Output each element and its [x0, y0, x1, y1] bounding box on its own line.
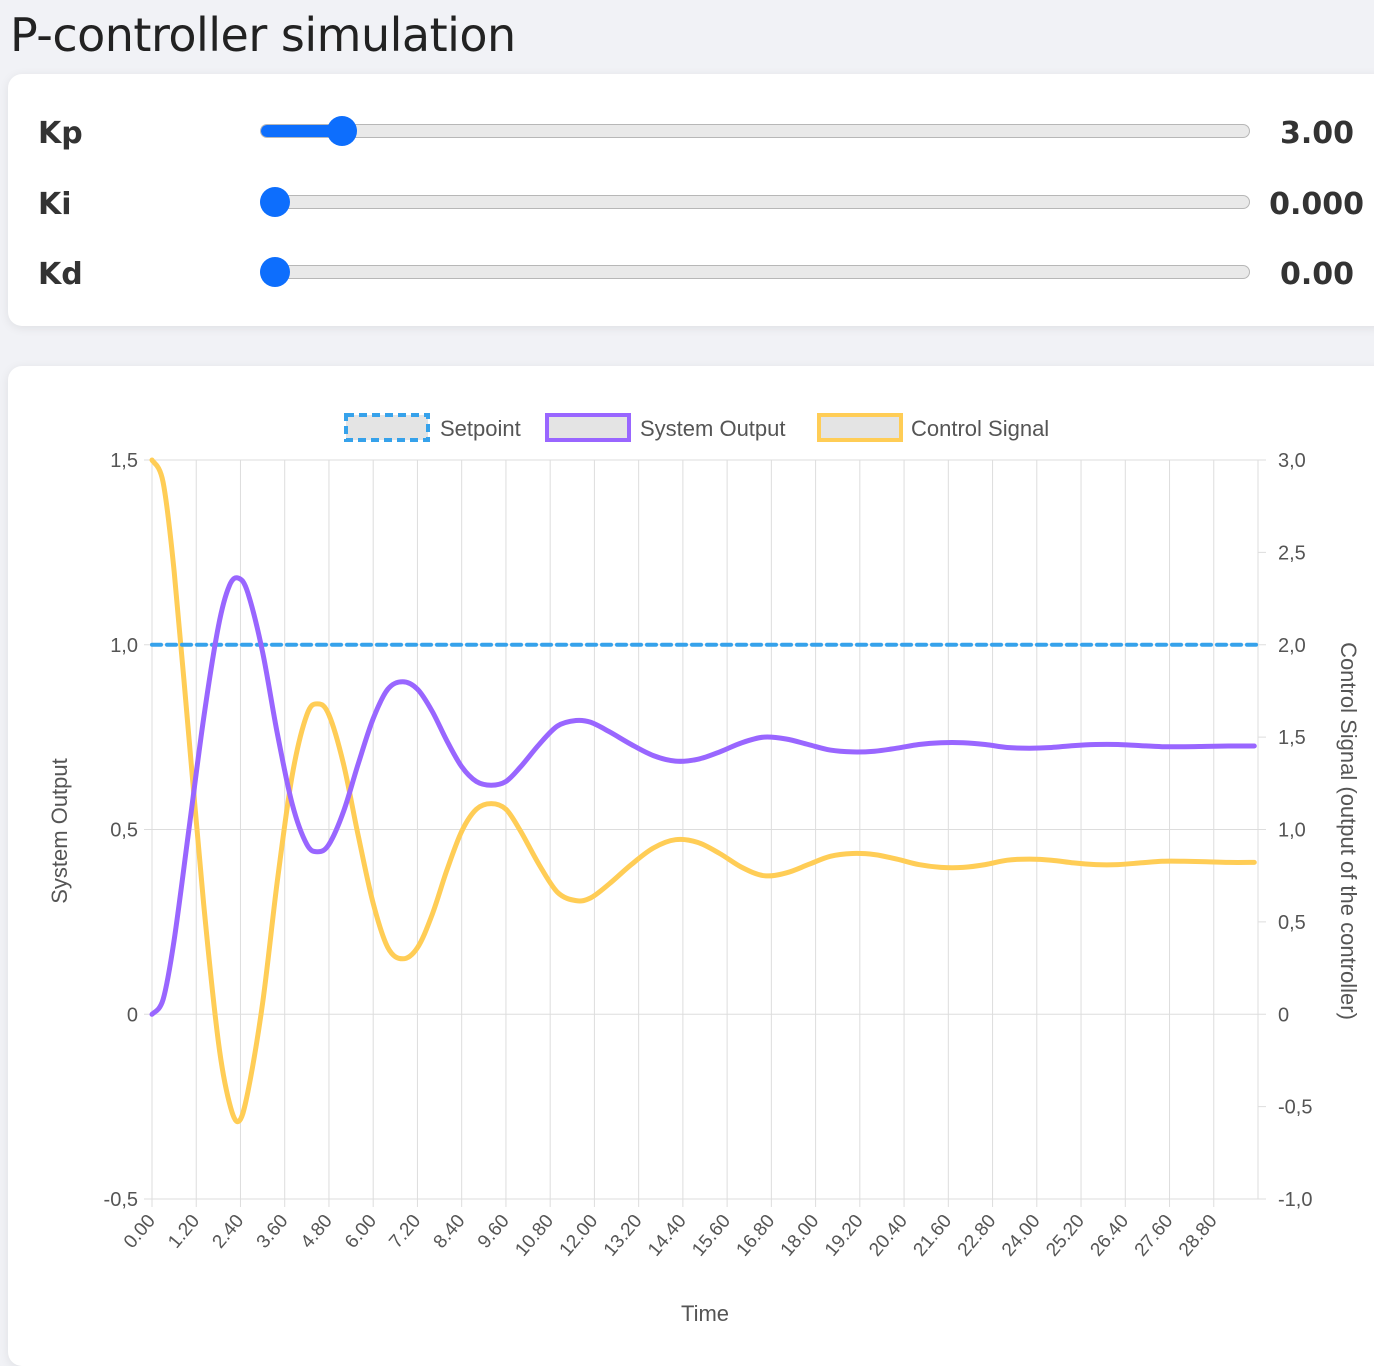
y2-tick-label: 0,5 [1278, 912, 1306, 934]
chart-grid [144, 459, 1266, 1207]
x-tick-label: 20.40 [865, 1211, 912, 1261]
y2-tick-label: 0 [1278, 1004, 1289, 1026]
x-axis-title: Time [681, 1301, 729, 1326]
kd-row: Kd 0.00 [8, 243, 1374, 303]
legend-label-setpoint: Setpoint [440, 416, 521, 441]
y-tick-label: 0 [127, 1004, 138, 1026]
legend-item-system-output[interactable]: System Output [545, 413, 786, 442]
kp-label: Kp [38, 116, 83, 151]
x-tick-label: 24.00 [998, 1211, 1045, 1261]
ki-row: Ki 0.000 [8, 173, 1374, 233]
ki-label: Ki [38, 187, 72, 222]
x-tick-label: 7.20 [385, 1211, 425, 1253]
y2-tick-label: 1,5 [1278, 727, 1306, 749]
x-tick-label: 0.00 [120, 1211, 160, 1253]
kp-value: 3.00 [1279, 116, 1354, 151]
legend-swatch-system-output [545, 413, 631, 442]
y2-tick-label: 2,0 [1278, 635, 1306, 657]
x-tick-label: 16.80 [733, 1211, 780, 1261]
x-tick-label: 28.80 [1175, 1211, 1222, 1261]
x-tick-label: 12.00 [556, 1211, 603, 1261]
ki-value: 0.000 [1269, 187, 1364, 222]
y2-axis-title: Control Signal (output of the controller… [1336, 642, 1361, 1020]
y-tick-label: 0,5 [110, 820, 138, 842]
chart-series [149, 457, 1260, 1125]
controls-panel: Kp 3.00 Ki 0.000 Kd 0.00 [8, 74, 1374, 326]
x-tick-label: 13.20 [600, 1211, 647, 1261]
chart-legend: Setpoint System Output Control Signal [344, 413, 1049, 442]
x-tick-label: 25.20 [1042, 1211, 1089, 1261]
x-tick-label: 27.60 [1131, 1211, 1178, 1261]
legend-label-control-signal: Control Signal [911, 416, 1049, 441]
x-tick-label: 8.40 [430, 1211, 470, 1253]
page-title: P-controller simulation [10, 8, 516, 62]
system-output-line [149, 575, 1257, 1017]
x-tick-label: 9.60 [474, 1211, 514, 1253]
y2-tick-label: 3,0 [1278, 450, 1306, 472]
ki-slider[interactable] [260, 195, 1250, 209]
x-tick-label: 1.20 [164, 1211, 204, 1253]
x-tick-label: 26.40 [1086, 1211, 1133, 1261]
x-tick-label: 21.60 [910, 1211, 957, 1261]
legend-swatch-control-signal [817, 413, 903, 442]
y-tick-label: 1,0 [110, 635, 138, 657]
x-tick-label: 14.40 [644, 1211, 691, 1261]
kp-slider-fill [261, 125, 344, 137]
x-tick-label: 3.60 [253, 1211, 293, 1253]
y-axis-title: System Output [47, 758, 72, 904]
x-tick-label: 10.80 [511, 1211, 558, 1261]
legend-swatch-setpoint [344, 413, 430, 442]
y2-tick-label: -0,5 [1278, 1097, 1312, 1119]
chart-svg: 0.00 1.20 2.40 3.60 4.80 6.00 7.20 8.40 9.6010.8… [47, 413, 1361, 1326]
control-signal-line [149, 457, 1257, 1125]
y-tick-label: -0,5 [104, 1189, 138, 1211]
kp-slider[interactable] [260, 124, 1250, 138]
kd-label: Kd [38, 257, 83, 292]
x-tick-label: 6.00 [341, 1211, 381, 1253]
x-tick-label: 4.80 [297, 1211, 337, 1253]
legend-label-system-output: System Output [640, 416, 786, 441]
x-tick-label: 2.40 [208, 1211, 248, 1253]
chart-panel: 0.00 1.20 2.40 3.60 4.80 6.00 7.20 8.40 9.60 10.8… [8, 366, 1374, 1366]
x-tick-label: 18.00 [777, 1211, 824, 1261]
y2-tick-label: 1,0 [1278, 820, 1306, 842]
kd-value: 0.00 [1279, 257, 1354, 292]
kp-slider-thumb[interactable] [327, 116, 358, 146]
ki-slider-thumb[interactable] [260, 187, 290, 217]
x-tick-label: 22.80 [954, 1211, 1001, 1261]
y-tick-label: 1,5 [110, 450, 138, 472]
legend-item-control-signal[interactable]: Control Signal [817, 413, 1049, 442]
kd-slider[interactable] [260, 265, 1250, 279]
x-tick-label: 19.20 [821, 1211, 868, 1261]
y2-tick-label: -1,0 [1278, 1189, 1312, 1211]
kd-slider-thumb[interactable] [260, 257, 290, 287]
x-tick-label: 15.60 [688, 1211, 735, 1261]
legend-item-setpoint[interactable]: Setpoint [344, 413, 521, 442]
y2-tick-label: 2,5 [1278, 542, 1306, 564]
kp-row: Kp 3.00 [8, 102, 1374, 162]
